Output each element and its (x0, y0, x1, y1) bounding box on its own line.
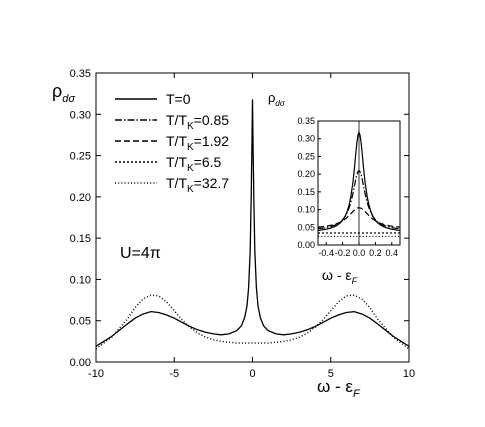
inset-ylabel: ρdσ (268, 90, 286, 108)
main-ytick-label: 0.00 (70, 357, 91, 369)
legend-label: T/TK=6.5 (166, 154, 222, 174)
main-ticks: -10 -5 0 5 10 0.00 0.05 0.10 0.15 0.20 0.25 0.30 0.3… (70, 68, 416, 380)
inset-xlabel-main: ω - ε (322, 267, 352, 283)
annotation-u: U=4π (120, 245, 161, 262)
inset-ytick-label: 0.20 (297, 169, 315, 179)
main-ylabel: ρdσ (52, 81, 75, 105)
main-series-solid (95, 99, 410, 347)
inset-xtick-label: 0.2 (369, 248, 382, 258)
inset-ytick-label: 0.25 (297, 151, 315, 161)
main-xlabel-sub: F (353, 388, 361, 400)
inset-ylabel-sub: dσ (275, 99, 285, 108)
inset-xtick-label: 0.4 (386, 248, 399, 258)
main-ytick-label: 0.05 (70, 316, 91, 328)
legend-label: T/TK=1.92 (166, 133, 229, 153)
inset-series (317, 130, 401, 238)
main-ytick-label: 0.20 (70, 192, 91, 204)
inset-xtick-label: 0.0 (353, 248, 366, 258)
legend-label: T/TK=0.85 (166, 112, 229, 132)
main-series (95, 99, 410, 350)
main-xtick-label: -5 (169, 368, 179, 380)
legend-label: T=0 (166, 91, 191, 107)
inset-ticks: -0.4 -0.2 0.0 0.2 0.4 0.00 0.05 0.10 0.15 0.20 0.2… (297, 116, 398, 258)
inset-ytick-label: 0.30 (297, 134, 315, 144)
main-xtick-label: 5 (328, 368, 334, 380)
inset-xlabel: ω - εF (322, 267, 358, 286)
inset-xtick-label: -0.2 (335, 248, 351, 258)
inset-series-dashed (317, 207, 401, 228)
main-xtick-label: 0 (249, 368, 255, 380)
main-xtick-label: -10 (88, 368, 104, 380)
main-ytick-label: 0.10 (70, 274, 91, 286)
inset-ytick-label: 0.00 (297, 240, 315, 250)
main-ytick-label: 0.15 (70, 233, 91, 245)
main-xlabel-main: ω - ε (317, 377, 353, 396)
inset-series-solid (317, 130, 401, 231)
inset-ytick-label: 0.15 (297, 187, 315, 197)
inset-xtick-label: -0.4 (318, 248, 334, 258)
main-ytick-label: 0.25 (70, 151, 91, 163)
inset-series-dashdot (317, 169, 401, 230)
main-ylabel-sub: dσ (62, 93, 75, 105)
main-ylabel-main: ρ (52, 81, 62, 101)
inset-ytick-label: 0.10 (297, 205, 315, 215)
inset-ytick-label: 0.35 (297, 116, 315, 126)
legend-label: T/TK=32.7 (166, 175, 229, 195)
inset-xlabel-sub: F (352, 276, 358, 286)
inset-ylabel-main: ρ (268, 90, 275, 105)
main-xlabel: ω - εF (317, 377, 361, 400)
legend: T=0 T/TK=0.85T/TK=1.92T/TK=6.5T/TK=32.7 (115, 91, 229, 195)
main-ytick-label: 0.30 (70, 109, 91, 121)
main-ytick-label: 0.35 (70, 68, 91, 80)
main-xtick-label: 10 (403, 368, 415, 380)
inset-ytick-label: 0.05 (297, 222, 315, 232)
main-series-dotted (95, 294, 410, 350)
